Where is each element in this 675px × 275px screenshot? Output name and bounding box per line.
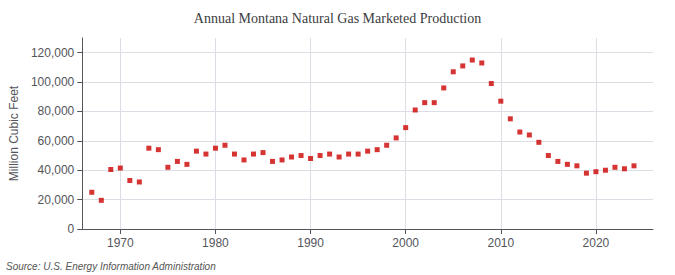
svg-text:40,000: 40,000 xyxy=(38,163,75,177)
svg-text:2010: 2010 xyxy=(487,236,514,250)
svg-text:2020: 2020 xyxy=(583,236,610,250)
svg-text:2000: 2000 xyxy=(392,236,419,250)
svg-text:80,000: 80,000 xyxy=(38,104,75,118)
svg-text:100,000: 100,000 xyxy=(31,75,75,89)
svg-text:0: 0 xyxy=(68,222,75,236)
svg-text:120,000: 120,000 xyxy=(31,46,75,60)
svg-text:60,000: 60,000 xyxy=(38,134,75,148)
svg-text:1980: 1980 xyxy=(202,236,229,250)
svg-text:Source: U.S. Energy Informatio: Source: U.S. Energy Information Administ… xyxy=(6,261,216,272)
svg-text:1990: 1990 xyxy=(297,236,324,250)
svg-text:Million Cubic Feet: Million Cubic Feet xyxy=(7,85,21,181)
svg-text:20,000: 20,000 xyxy=(38,193,75,207)
svg-text:1970: 1970 xyxy=(107,236,134,250)
svg-text:Annual Montana Natural Gas Mar: Annual Montana Natural Gas Marketed Prod… xyxy=(194,11,481,26)
